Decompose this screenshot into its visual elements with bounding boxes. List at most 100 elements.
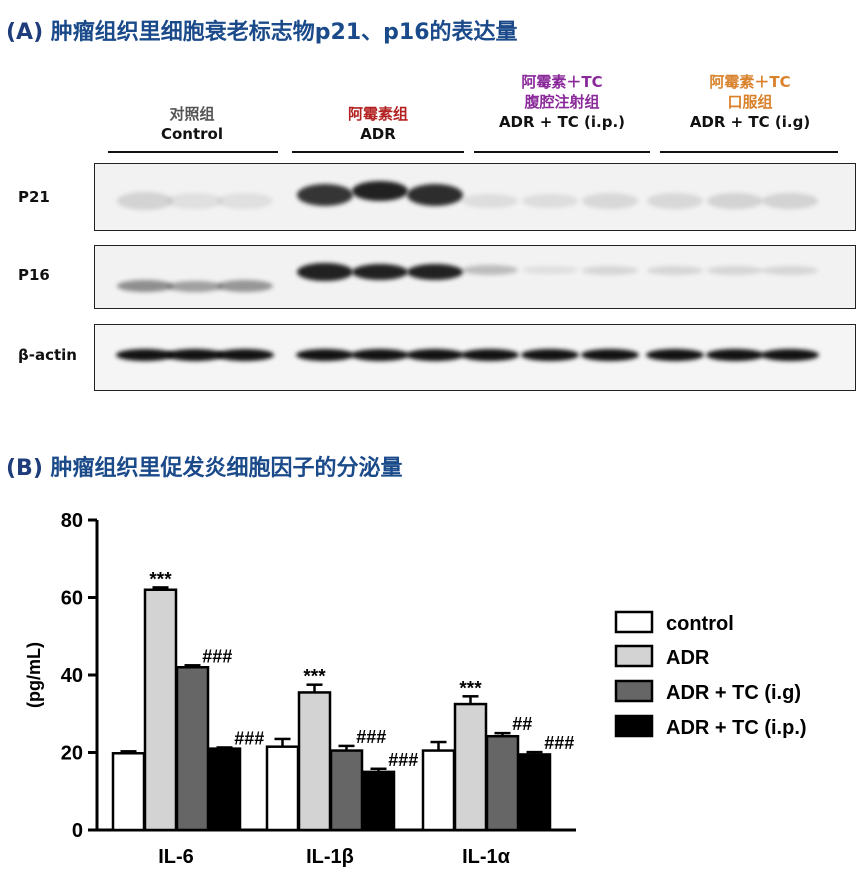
legend-swatch (614, 714, 654, 738)
p16-band (707, 265, 763, 275)
group-label-adr: 阿霉素组 ADR (290, 104, 466, 144)
bar-IL-1β-ADR + TC (i.g) (329, 749, 364, 832)
beta-actin-band (296, 349, 354, 361)
legend-label: control (666, 613, 734, 635)
row-label-p16: P16 (18, 266, 50, 284)
p16-band (647, 265, 703, 275)
group-line-ip (474, 151, 650, 153)
bar-IL-1β-ADR (297, 691, 332, 832)
blot-beta-actin (94, 324, 856, 391)
p16-band (352, 264, 408, 280)
bar-IL-1β-ADR + TC (i.p.) (361, 770, 396, 832)
p21-band (407, 184, 463, 206)
p16-band (582, 265, 638, 275)
beta-actin-band (351, 349, 409, 361)
blot-p21 (94, 163, 856, 231)
panel-a-title: (A) 肿瘤组织里细胞衰老标志物p21、p16的表达量 (6, 14, 518, 46)
p21-band (352, 181, 408, 201)
p16-band (117, 280, 173, 292)
x-category-label: IL-6 (158, 846, 194, 868)
p21-band (462, 194, 518, 208)
legend-label: ADR + TC (i.g) (666, 682, 801, 704)
significance-label: ### (234, 728, 264, 748)
significance-label: *** (303, 667, 326, 688)
p16-band (522, 266, 578, 274)
p21-band (582, 193, 638, 209)
p21-band (762, 193, 818, 209)
panel-b-title: (B) 肿瘤组织里促发炎细胞因子的分泌量 (6, 450, 403, 482)
group-en-ip: ADR + TC (i.p.) (498, 113, 626, 131)
beta-actin-band (706, 349, 764, 361)
p16-band (297, 263, 353, 281)
beta-actin-band (521, 349, 579, 361)
group-cn-adr: 阿霉素组 (347, 105, 408, 123)
panel-a-title-text: 肿瘤组织里细胞衰老标志物p21、p16的表达量 (43, 20, 518, 45)
panel-b-title-text: 肿瘤组织里促发炎细胞因子的分泌量 (42, 456, 403, 481)
legend-swatch (614, 610, 654, 634)
y-tick-label: 0 (72, 820, 83, 842)
group-en-ig: ADR + TC (i.g) (689, 113, 811, 131)
legend-swatch (614, 679, 654, 703)
p16-band (217, 280, 273, 292)
beta-actin-band (581, 349, 639, 361)
beta-actin-band (461, 349, 519, 361)
p16-band (462, 265, 518, 275)
group-label-ig: 阿霉素＋TC 口服组 ADR + TC (i.g) (660, 72, 840, 132)
y-axis-label: (pg/mL) (24, 642, 44, 708)
row-label-p21: P21 (18, 188, 50, 206)
group-line-adr (292, 151, 464, 153)
group-cn2-ig: 口服组 (727, 93, 773, 111)
p21-band (647, 193, 703, 209)
bar-IL-6-control (111, 752, 146, 832)
significance-label: ## (512, 714, 532, 734)
group-label-ip: 阿霉素＋TC 腹腔注射组 ADR + TC (i.p.) (472, 72, 652, 132)
p21-band (167, 193, 223, 209)
beta-actin-band (216, 349, 274, 361)
bar-IL-6-ADR + TC (i.p.) (207, 747, 242, 832)
beta-actin-band (166, 349, 224, 361)
row-label-beta-actin: β-actin (18, 346, 77, 364)
y-tick-label: 20 (61, 743, 83, 765)
panel-a-tag: (A) (6, 20, 44, 45)
p21-band (707, 193, 763, 209)
significance-label: ### (356, 727, 386, 747)
bar-IL-6-ADR (143, 588, 178, 832)
p21-band (297, 184, 353, 206)
x-category-label: IL-1α (462, 846, 511, 868)
group-cn2-ip: 腹腔注射组 (524, 93, 600, 111)
y-tick-label: 60 (61, 588, 83, 610)
legend-swatch (614, 644, 654, 668)
group-cn-control: 对照组 (169, 105, 215, 123)
beta-actin-band (761, 349, 819, 361)
group-en-adr: ADR (360, 125, 396, 143)
p16-band (407, 264, 463, 280)
bar-IL-1α-ADR (453, 702, 488, 832)
beta-actin-band (646, 349, 704, 361)
p21-band (217, 193, 273, 209)
legend-label: ADR + TC (i.p.) (666, 717, 807, 739)
bar-IL-1α-ADR + TC (i.p.) (517, 753, 552, 832)
bar-IL-1β-control (265, 745, 300, 832)
x-category-label: IL-1β (306, 846, 354, 868)
significance-label: ### (544, 733, 574, 753)
y-tick-label: 40 (61, 665, 83, 687)
significance-label: *** (459, 678, 482, 699)
bar-IL-1α-control (421, 749, 456, 832)
legend-label: ADR (666, 647, 710, 669)
significance-label: ### (202, 646, 232, 666)
bar-IL-6-ADR + TC (i.g) (175, 666, 210, 832)
p16-band (762, 265, 818, 275)
blot-p16 (94, 245, 856, 309)
group-cn1-ip: 阿霉素＋TC (521, 73, 603, 91)
group-cn1-ig: 阿霉素＋TC (709, 73, 791, 91)
significance-label: *** (149, 569, 172, 590)
group-label-control: 对照组 Control (104, 104, 280, 144)
group-line-control (108, 151, 278, 153)
bar-IL-1α-ADR + TC (i.g) (485, 734, 520, 832)
beta-actin-band (116, 349, 174, 361)
significance-label: ### (388, 750, 418, 770)
p16-band (167, 280, 223, 292)
panel-b-tag: (B) (6, 456, 43, 481)
p21-band (522, 194, 578, 208)
